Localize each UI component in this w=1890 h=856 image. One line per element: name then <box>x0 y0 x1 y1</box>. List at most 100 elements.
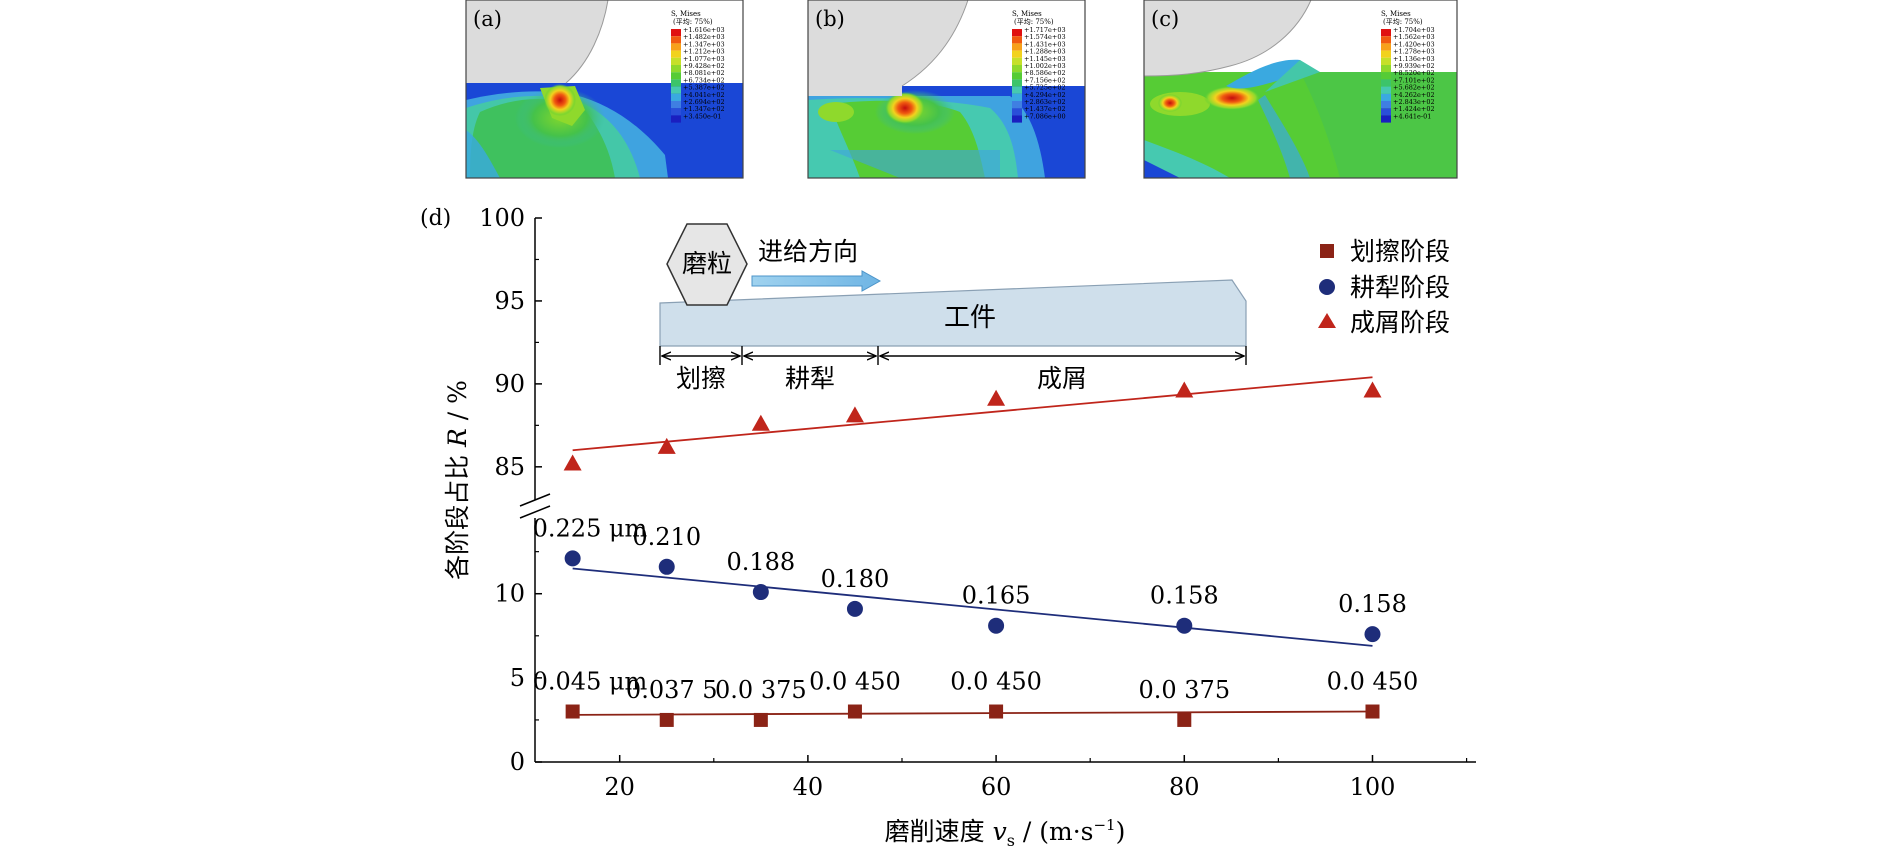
data-point-label: 0.0 375 <box>1138 676 1230 704</box>
stage-label-scratch: 划擦 <box>676 364 726 393</box>
stage-label-chip: 成屑 <box>1037 364 1087 393</box>
y-tick-label: 5 <box>510 664 525 692</box>
data-point-square <box>847 704 862 719</box>
contour-legend-swatch <box>1012 101 1022 109</box>
feed-direction-arrow <box>751 270 882 292</box>
y-axis-title-unit: / % <box>443 380 472 428</box>
contour-legend-swatch <box>671 72 681 80</box>
data-point-label: 0.0 450 <box>809 668 901 696</box>
x-tick-label: 40 <box>793 773 824 801</box>
data-point-label: 0.0 450 <box>950 668 1042 696</box>
panel-c-label: (c) <box>1151 7 1179 31</box>
grain-hexagon <box>666 223 748 306</box>
contour-legend-value: +8.520e+02 <box>1393 69 1435 77</box>
data-point-label: 0.210 <box>632 523 701 551</box>
contour-legend-value: +7.086e+00 <box>1024 112 1066 120</box>
contour-legend-swatch <box>1381 43 1391 51</box>
contour-legend-value: +1.077e+03 <box>683 55 725 63</box>
data-point-label: 0.0 375 <box>715 676 807 704</box>
contour-legend-swatch <box>1381 29 1391 37</box>
data-point-triangle <box>845 406 864 423</box>
panel-c: (c) S, Mises(平均: 75%)+1.704e+03+1.562e+0… <box>1143 0 1458 179</box>
contour-legend-swatch <box>1381 108 1391 116</box>
x-tick-label: 100 <box>1350 773 1396 801</box>
contour-legend-swatch <box>1381 93 1391 101</box>
contour-legend-value: +5.387e+02 <box>683 84 725 92</box>
contour-legend-swatch <box>1012 93 1022 101</box>
x-axis-title-prefix: 磨削速度 <box>885 817 993 846</box>
data-point-circle <box>1176 617 1193 634</box>
contour-legend-swatch <box>671 65 681 73</box>
contour-legend-value: +1.347e+02 <box>683 105 725 113</box>
data-point-label: 0.158 <box>1338 590 1407 618</box>
grain-label: 磨粒 <box>682 249 732 278</box>
contour-legend-value: +4.262e+02 <box>1393 91 1435 99</box>
data-point-label: 0.225 μm <box>533 514 648 542</box>
y-tick-label: 95 <box>494 287 525 315</box>
data-point-circle <box>988 617 1005 634</box>
legend-label-scratch: 划擦阶段 <box>1350 237 1450 266</box>
data-point-square <box>1177 712 1192 727</box>
contour-legend-swatch <box>671 36 681 44</box>
data-point-circle <box>846 600 863 617</box>
feed-direction-label: 进给方向 <box>758 237 858 266</box>
contour-legend-value: +1.431e+03 <box>1024 40 1066 48</box>
contour-legend-title: S, Mises <box>1012 10 1042 18</box>
panel-a-contour <box>466 0 743 178</box>
contour-legend-value: +1.212e+03 <box>683 48 725 56</box>
contour-legend-swatch <box>1381 57 1391 65</box>
contour-legend-value: +4.294e+02 <box>1024 91 1066 99</box>
y-tick-label: 100 <box>479 204 525 232</box>
contour-legend-value: +1.574e+03 <box>1024 33 1066 41</box>
contour-legend-subtitle: (平均: 75%) <box>1383 17 1423 26</box>
fit-line-triangle <box>572 376 1373 452</box>
contour-legend-swatch <box>1381 101 1391 109</box>
legend-marker-square <box>1320 244 1334 258</box>
contour-legend-swatch <box>671 57 681 65</box>
contour-legend-value: +5.682e+02 <box>1393 84 1435 92</box>
x-axis-title-end: ) <box>1116 817 1126 846</box>
data-point-square <box>989 704 1004 719</box>
x-axis-title-subscript: s <box>1007 831 1015 850</box>
contour-legend-value: +2.694e+02 <box>683 98 725 106</box>
contour-legend-swatch <box>671 50 681 58</box>
contour-legend-value: +1.136e+03 <box>1393 55 1435 63</box>
contour-legend-value: +6.734e+02 <box>683 76 725 84</box>
process-schematic-inset: 工件 磨粒 进给方向 划擦 耕犁 成屑 <box>659 223 1247 393</box>
x-axis-title-unit: / (m·s <box>1015 817 1094 846</box>
contour-legend-value: +3.450e-01 <box>683 112 721 120</box>
contour-legend-value: +1.437e+02 <box>1024 105 1066 113</box>
contour-legend-swatch <box>1012 86 1022 94</box>
legend-marker-triangle <box>1318 313 1336 328</box>
y-axis-title-prefix: 各阶段占比 <box>443 447 472 580</box>
contour-legend-value: +9.939e+02 <box>1393 62 1435 70</box>
fit-line-circle <box>572 567 1373 647</box>
data-point-square <box>659 712 674 727</box>
contour-legend-swatch <box>1381 36 1391 44</box>
x-axis-title-variable: v <box>993 817 1007 846</box>
panel-d-label: (d) <box>420 206 451 231</box>
data-point-triangle <box>1175 381 1194 398</box>
axis-break-mark-lower <box>519 505 551 519</box>
data-point-circle <box>564 550 581 567</box>
workpiece-shape <box>659 279 1247 347</box>
contour-legend-swatch <box>1012 36 1022 44</box>
y-axis-title-variable: R <box>443 428 472 448</box>
contour-legend-value: +4.641e-01 <box>1393 112 1431 120</box>
data-point-triangle <box>1363 381 1382 398</box>
data-points <box>563 381 1382 727</box>
data-point-label: 0.045 μm <box>533 668 648 696</box>
contour-legend-subtitle: (平均: 75%) <box>673 17 713 26</box>
contour-legend-title: S, Mises <box>671 10 701 18</box>
workpiece-label: 工件 <box>944 303 996 333</box>
contour-legend-swatch <box>1012 79 1022 87</box>
contour-legend-value: +1.145e+03 <box>1024 55 1066 63</box>
x-tick-label: 60 <box>981 773 1012 801</box>
panel-a: (a) S, Mises(平均: 75%)+1.616e+03+1.482e+0… <box>465 0 744 179</box>
contour-legend-value: +2.843e+02 <box>1393 98 1435 106</box>
data-point-circle <box>1364 626 1381 643</box>
data-point-triangle <box>751 414 770 431</box>
panel-a-color-legend: S, Mises(平均: 75%)+1.616e+03+1.482e+03+1.… <box>671 10 725 123</box>
panel-b-color-legend: S, Mises(平均: 75%)+1.717e+03+1.574e+03+1.… <box>1012 10 1066 123</box>
